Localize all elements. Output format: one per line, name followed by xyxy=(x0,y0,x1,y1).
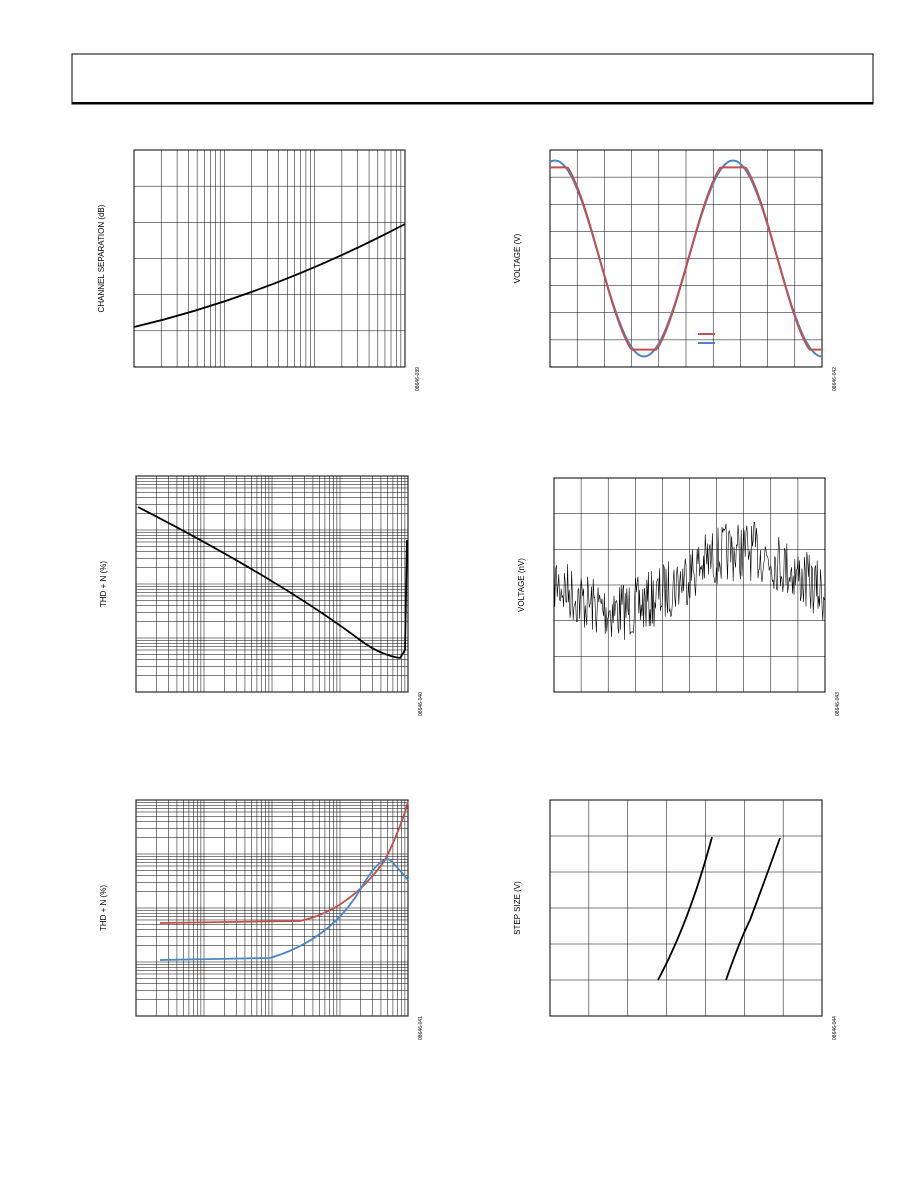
y-axis-label: VOLTAGE (nV) xyxy=(517,558,526,612)
curve xyxy=(159,858,409,961)
figure-code: 08646-042 xyxy=(832,367,838,391)
plot-frame xyxy=(553,477,826,693)
plot-frame xyxy=(549,799,823,1017)
header-box xyxy=(71,53,874,105)
figure: VOLTAGE (V) 08646-042 xyxy=(513,149,838,391)
y-axis-label: CHANNEL SEPARATION (dB) xyxy=(97,204,106,312)
figure-code: 08646-039 xyxy=(415,367,421,391)
figure-code: 08646-043 xyxy=(835,692,841,716)
plot-frame xyxy=(133,149,406,368)
figure-code: 08646-044 xyxy=(832,1016,838,1040)
plot-frame xyxy=(549,149,823,368)
figure: STEP SIZE (V) 08646-044 xyxy=(513,799,838,1040)
y-axis-label: THD + N (%) xyxy=(99,561,108,607)
curve xyxy=(725,837,781,981)
plot-frame xyxy=(135,799,409,1017)
curve xyxy=(159,801,409,924)
y-axis-label: STEP SIZE (V) xyxy=(513,881,522,935)
y-axis-label: VOLTAGE (V) xyxy=(513,233,522,283)
curve xyxy=(657,836,713,981)
figure: VOLTAGE (nV) 08646-043 xyxy=(517,477,841,716)
curve xyxy=(553,521,825,641)
curve xyxy=(550,166,822,351)
plots: CHANNEL SEPARATION (dB) 08646-039 VOLTAGE … xyxy=(97,149,841,1040)
figure: THD + N (%) 08646-040 xyxy=(99,475,424,716)
figure: THD + N (%) 08646-041 xyxy=(99,799,424,1040)
y-axis-label: THD + N (%) xyxy=(99,885,108,931)
curve xyxy=(137,506,408,659)
figure-code: 08646-040 xyxy=(418,692,424,716)
figure: CHANNEL SEPARATION (dB) 08646-039 xyxy=(97,149,421,391)
figure-code: 08646-041 xyxy=(418,1016,424,1040)
curve xyxy=(133,223,406,328)
plot-frame xyxy=(135,475,409,693)
